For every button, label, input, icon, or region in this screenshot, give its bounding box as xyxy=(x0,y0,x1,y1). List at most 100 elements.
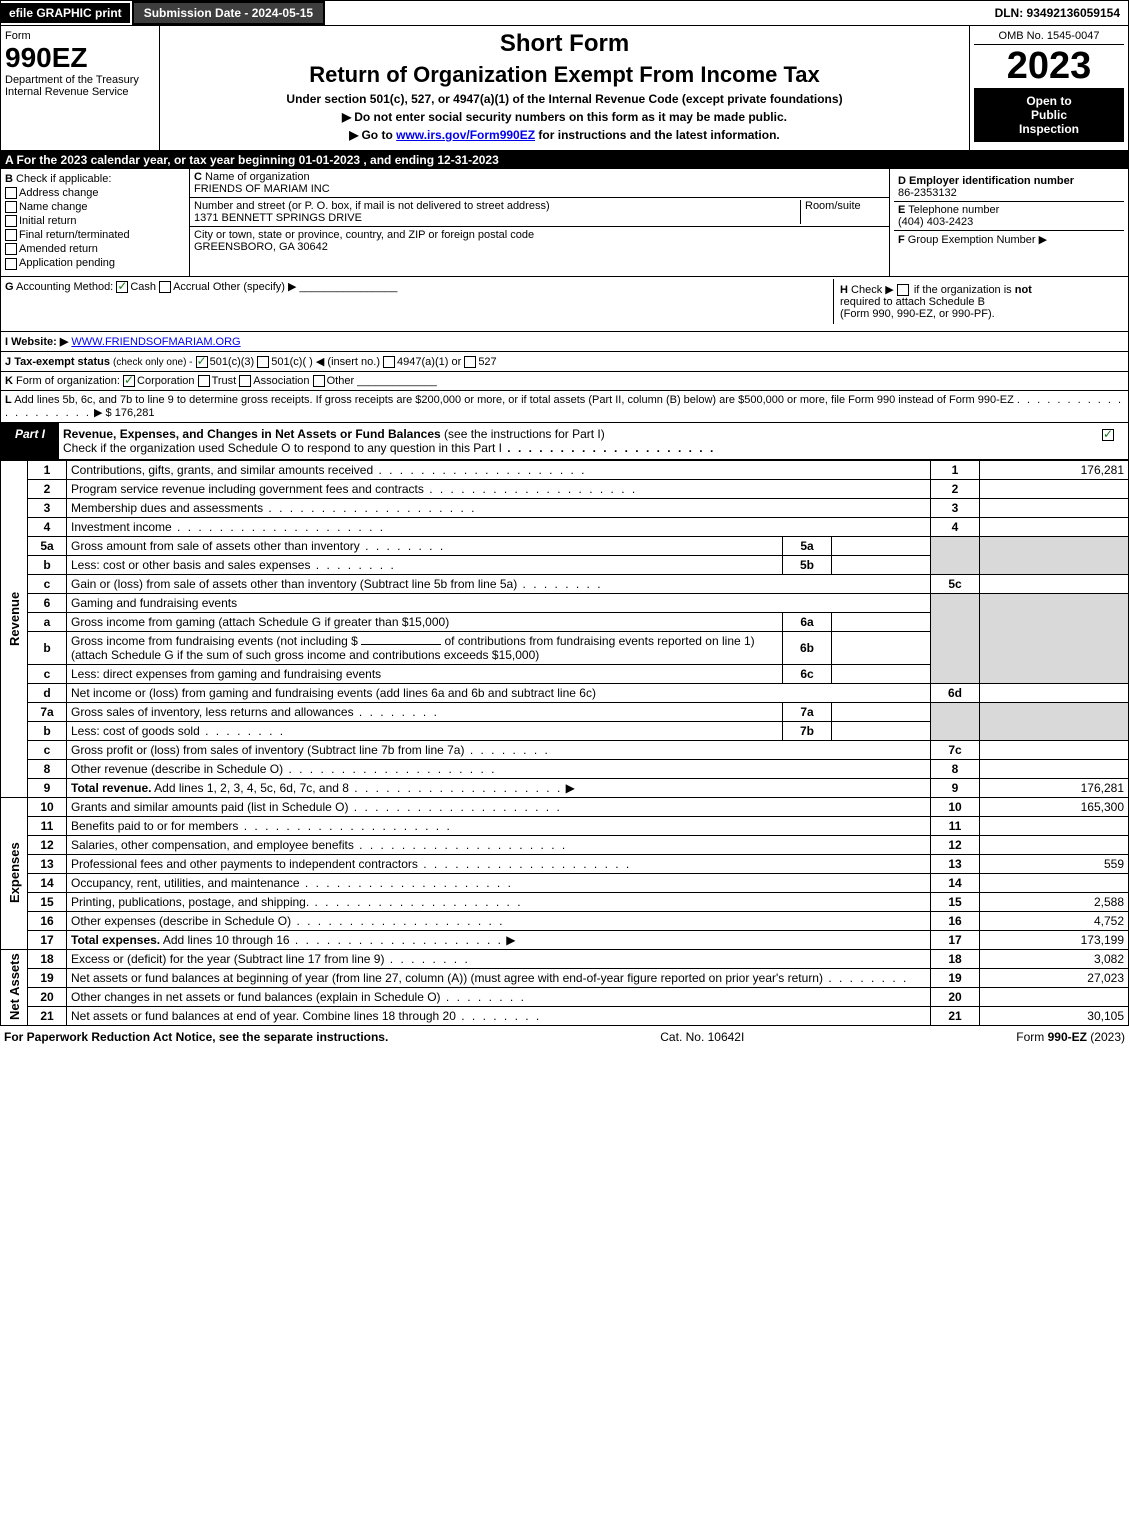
amended-return-checkbox[interactable] xyxy=(5,243,17,255)
line-6c-subval xyxy=(832,664,931,683)
revenue-side-label: Revenue xyxy=(1,460,28,778)
line-10-value: 165,300 xyxy=(980,797,1129,816)
line-7b-subval xyxy=(832,721,931,740)
schedule-o-checkbox[interactable] xyxy=(1102,429,1114,441)
ssn-warning: Do not enter social security numbers on … xyxy=(164,110,965,124)
line-9-desc: Total revenue. Add lines 1, 2, 3, 4, 5c,… xyxy=(67,778,931,797)
other-org-checkbox[interactable] xyxy=(313,375,325,387)
line-7c-value xyxy=(980,740,1129,759)
line-18-value: 3,082 xyxy=(980,949,1129,968)
accrual-checkbox[interactable] xyxy=(159,281,171,293)
form-number: 990EZ xyxy=(5,42,155,74)
part-i-tab: Part I xyxy=(1,423,59,459)
irs: Internal Revenue Service xyxy=(5,86,155,98)
section-j: J Tax-exempt status (check only one) - 5… xyxy=(0,352,1129,372)
line-9-value: 176,281 xyxy=(980,778,1129,797)
omb-number: OMB No. 1545-0047 xyxy=(974,30,1124,45)
line-5b-desc: Less: cost or other basis and sales expe… xyxy=(67,555,783,574)
line-19-value: 27,023 xyxy=(980,968,1129,987)
line-17-value: 173,199 xyxy=(980,930,1129,949)
line-6a-desc: Gross income from gaming (attach Schedul… xyxy=(67,612,783,631)
501c3-checkbox[interactable] xyxy=(196,356,208,368)
4947-checkbox[interactable] xyxy=(383,356,395,368)
irs-link[interactable]: www.irs.gov/Form990EZ xyxy=(396,128,535,142)
section-i: I Website: ▶ WWW.FRIENDSOFMARIAM.ORG xyxy=(0,332,1129,352)
line-20-value xyxy=(980,987,1129,1006)
line-13-desc: Professional fees and other payments to … xyxy=(67,854,931,873)
tax-year: 2023 xyxy=(974,45,1124,88)
schedule-b-checkbox[interactable] xyxy=(897,284,909,296)
top-bar: efile GRAPHIC print Submission Date - 20… xyxy=(0,0,1129,26)
address-change-checkbox[interactable] xyxy=(5,187,17,199)
501c-checkbox[interactable] xyxy=(257,356,269,368)
section-l: L Add lines 5b, 6c, and 7b to line 9 to … xyxy=(0,391,1129,423)
line-8-value xyxy=(980,759,1129,778)
section-a: A For the 2023 calendar year, or tax yea… xyxy=(0,151,1129,169)
line-19-desc: Net assets or fund balances at beginning… xyxy=(67,968,931,987)
section-c: C Name of organization FRIENDS OF MARIAM… xyxy=(190,169,889,276)
line-3-value xyxy=(980,498,1129,517)
submission-date: Submission Date - 2024-05-15 xyxy=(132,1,325,25)
street-address: 1371 BENNETT SPRINGS DRIVE xyxy=(194,212,362,224)
cash-checkbox[interactable] xyxy=(116,281,128,293)
header-right: OMB No. 1545-0047 2023 Open to Public In… xyxy=(969,26,1128,150)
efile-print-label[interactable]: efile GRAPHIC print xyxy=(1,3,130,23)
part-i-check xyxy=(1090,423,1128,459)
application-pending-checkbox[interactable] xyxy=(5,258,17,270)
line-6d-desc: Net income or (loss) from gaming and fun… xyxy=(67,683,931,702)
section-k: K Form of organization: Corporation Trus… xyxy=(0,372,1129,391)
expenses-side-label: Expenses xyxy=(1,797,28,949)
final-return-checkbox[interactable] xyxy=(5,229,17,241)
line-1-desc: Contributions, gifts, grants, and simila… xyxy=(67,460,931,479)
line-16-value: 4,752 xyxy=(980,911,1129,930)
top-bar-left: efile GRAPHIC print Submission Date - 20… xyxy=(1,1,325,25)
line-11-value xyxy=(980,816,1129,835)
line-5a-subval xyxy=(832,536,931,555)
line-6b-desc: Gross income from fundraising events (no… xyxy=(67,631,783,664)
line-6-desc: Gaming and fundraising events xyxy=(67,593,931,612)
part-i-table: Revenue 1 Contributions, gifts, grants, … xyxy=(0,460,1129,1026)
trust-checkbox[interactable] xyxy=(198,375,210,387)
corporation-checkbox[interactable] xyxy=(123,375,135,387)
line-16-desc: Other expenses (describe in Schedule O) xyxy=(67,911,931,930)
527-checkbox[interactable] xyxy=(464,356,476,368)
part-i-title: Revenue, Expenses, and Changes in Net As… xyxy=(59,423,1090,459)
name-change-checkbox[interactable] xyxy=(5,201,17,213)
line-6c-desc: Less: direct expenses from gaming and fu… xyxy=(67,664,783,683)
association-checkbox[interactable] xyxy=(239,375,251,387)
line-8-desc: Other revenue (describe in Schedule O) xyxy=(67,759,931,778)
net-assets-side-label: Net Assets xyxy=(1,949,28,1025)
line-1-value: 176,281 xyxy=(980,460,1129,479)
line-14-value xyxy=(980,873,1129,892)
line-6d-value xyxy=(980,683,1129,702)
line-12-desc: Salaries, other compensation, and employ… xyxy=(67,835,931,854)
section-b: B Check if applicable: Address change Na… xyxy=(1,169,190,276)
website-link[interactable]: WWW.FRIENDSOFMARIAM.ORG xyxy=(71,336,240,348)
info-grid: B Check if applicable: Address change Na… xyxy=(0,169,1129,277)
footer-right: Form 990-EZ (2023) xyxy=(1016,1030,1125,1044)
header-left: Form 990EZ Department of the Treasury In… xyxy=(1,26,160,150)
line-20-desc: Other changes in net assets or fund bala… xyxy=(67,987,931,1006)
section-h: H Check ▶ if the organization is not req… xyxy=(833,279,1124,324)
ein: 86-2353132 xyxy=(898,187,957,199)
line-5a-desc: Gross amount from sale of assets other t… xyxy=(67,536,783,555)
line-15-desc: Printing, publications, postage, and shi… xyxy=(67,892,931,911)
return-title: Return of Organization Exempt From Incom… xyxy=(164,62,965,88)
form-label: Form xyxy=(5,30,155,42)
org-name: FRIENDS OF MARIAM INC xyxy=(194,183,330,195)
page-footer: For Paperwork Reduction Act Notice, see … xyxy=(0,1026,1129,1048)
line-3-desc: Membership dues and assessments xyxy=(67,498,931,517)
dln-number: DLN: 93492136059154 xyxy=(987,3,1128,23)
section-g: G Accounting Method: Cash Accrual Other … xyxy=(0,277,1129,332)
line-12-value xyxy=(980,835,1129,854)
initial-return-checkbox[interactable] xyxy=(5,215,17,227)
line-5c-desc: Gain or (loss) from sale of assets other… xyxy=(67,574,931,593)
line-2-value xyxy=(980,479,1129,498)
under-section: Under section 501(c), 527, or 4947(a)(1)… xyxy=(164,92,965,106)
department: Department of the Treasury xyxy=(5,74,155,86)
line-10-desc: Grants and similar amounts paid (list in… xyxy=(67,797,931,816)
phone: (404) 403-2423 xyxy=(898,216,973,228)
line-18-desc: Excess or (deficit) for the year (Subtra… xyxy=(67,949,931,968)
line-6b-subval xyxy=(832,631,931,664)
open-public-badge: Open to Public Inspection xyxy=(974,88,1124,142)
